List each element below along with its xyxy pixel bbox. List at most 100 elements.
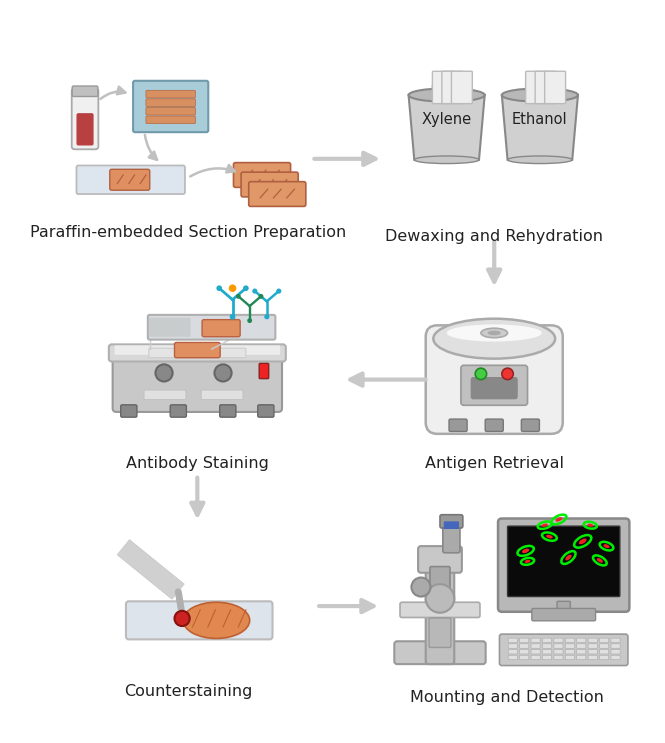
Ellipse shape	[603, 544, 610, 548]
Circle shape	[229, 314, 235, 319]
FancyBboxPatch shape	[543, 638, 551, 643]
FancyBboxPatch shape	[394, 641, 485, 664]
FancyArrowPatch shape	[192, 478, 203, 515]
FancyBboxPatch shape	[543, 655, 551, 660]
Circle shape	[214, 364, 231, 381]
FancyArrowPatch shape	[488, 241, 500, 282]
FancyBboxPatch shape	[148, 315, 275, 340]
FancyBboxPatch shape	[121, 405, 137, 417]
FancyBboxPatch shape	[508, 644, 517, 648]
FancyBboxPatch shape	[219, 405, 236, 417]
Circle shape	[264, 314, 269, 319]
FancyBboxPatch shape	[577, 644, 586, 648]
Ellipse shape	[414, 156, 479, 163]
Circle shape	[243, 285, 249, 291]
FancyBboxPatch shape	[126, 601, 273, 640]
Circle shape	[236, 294, 241, 299]
Polygon shape	[408, 95, 485, 160]
FancyBboxPatch shape	[543, 649, 551, 654]
FancyArrowPatch shape	[145, 135, 157, 160]
FancyBboxPatch shape	[611, 644, 620, 648]
FancyBboxPatch shape	[611, 649, 620, 654]
FancyBboxPatch shape	[499, 634, 628, 666]
FancyArrowPatch shape	[350, 374, 426, 386]
FancyBboxPatch shape	[577, 649, 586, 654]
FancyBboxPatch shape	[144, 390, 186, 400]
Ellipse shape	[525, 559, 531, 563]
FancyBboxPatch shape	[543, 644, 551, 648]
Text: Paraffin-embedded Section Preparation: Paraffin-embedded Section Preparation	[30, 225, 346, 241]
Circle shape	[475, 369, 487, 380]
Circle shape	[174, 611, 190, 626]
Ellipse shape	[565, 555, 572, 560]
FancyBboxPatch shape	[400, 603, 480, 617]
FancyBboxPatch shape	[519, 655, 529, 660]
FancyBboxPatch shape	[600, 644, 608, 648]
FancyBboxPatch shape	[519, 649, 529, 654]
FancyBboxPatch shape	[259, 363, 269, 379]
FancyBboxPatch shape	[452, 71, 472, 103]
FancyBboxPatch shape	[554, 655, 563, 660]
FancyBboxPatch shape	[149, 348, 246, 357]
FancyBboxPatch shape	[471, 377, 517, 399]
FancyBboxPatch shape	[110, 169, 150, 190]
FancyBboxPatch shape	[519, 644, 529, 648]
FancyBboxPatch shape	[535, 71, 556, 103]
FancyBboxPatch shape	[114, 345, 280, 355]
Circle shape	[156, 364, 173, 381]
FancyBboxPatch shape	[588, 644, 597, 648]
Text: Dewaxing and Rehydration: Dewaxing and Rehydration	[385, 230, 603, 244]
Ellipse shape	[507, 156, 573, 163]
Text: Antigen Retrieval: Antigen Retrieval	[425, 455, 564, 471]
FancyArrowPatch shape	[319, 600, 374, 612]
FancyBboxPatch shape	[170, 405, 186, 417]
Ellipse shape	[481, 328, 507, 338]
Ellipse shape	[555, 517, 563, 522]
FancyBboxPatch shape	[508, 655, 517, 660]
FancyBboxPatch shape	[554, 649, 563, 654]
FancyBboxPatch shape	[202, 319, 240, 337]
FancyBboxPatch shape	[498, 519, 629, 611]
FancyBboxPatch shape	[241, 172, 298, 197]
Polygon shape	[502, 95, 578, 160]
FancyBboxPatch shape	[531, 644, 540, 648]
FancyBboxPatch shape	[588, 655, 597, 660]
FancyBboxPatch shape	[76, 113, 94, 146]
FancyBboxPatch shape	[440, 515, 463, 528]
FancyBboxPatch shape	[545, 71, 566, 103]
FancyBboxPatch shape	[508, 638, 517, 643]
FancyBboxPatch shape	[565, 655, 575, 660]
Circle shape	[276, 288, 281, 293]
FancyArrowPatch shape	[100, 87, 126, 99]
Ellipse shape	[541, 524, 548, 527]
FancyBboxPatch shape	[426, 559, 454, 664]
FancyArrowPatch shape	[315, 153, 376, 165]
FancyBboxPatch shape	[565, 644, 575, 648]
FancyBboxPatch shape	[112, 357, 282, 412]
FancyBboxPatch shape	[146, 91, 196, 98]
Ellipse shape	[502, 88, 578, 102]
FancyBboxPatch shape	[449, 419, 467, 432]
Text: Antibody Staining: Antibody Staining	[126, 455, 269, 471]
FancyBboxPatch shape	[600, 655, 608, 660]
FancyBboxPatch shape	[588, 649, 597, 654]
FancyBboxPatch shape	[146, 108, 196, 115]
Circle shape	[247, 318, 252, 323]
Circle shape	[502, 369, 513, 380]
Ellipse shape	[579, 539, 587, 544]
Circle shape	[426, 584, 454, 613]
FancyBboxPatch shape	[554, 644, 563, 648]
FancyBboxPatch shape	[521, 419, 539, 432]
Circle shape	[412, 577, 430, 597]
FancyBboxPatch shape	[611, 655, 620, 660]
FancyBboxPatch shape	[531, 655, 540, 660]
Ellipse shape	[183, 603, 249, 638]
FancyBboxPatch shape	[532, 609, 596, 621]
Text: Xylene: Xylene	[422, 112, 471, 127]
FancyBboxPatch shape	[554, 638, 563, 643]
Ellipse shape	[546, 535, 553, 539]
FancyBboxPatch shape	[146, 99, 196, 106]
FancyBboxPatch shape	[430, 567, 450, 598]
FancyBboxPatch shape	[109, 344, 286, 362]
FancyBboxPatch shape	[485, 419, 503, 432]
